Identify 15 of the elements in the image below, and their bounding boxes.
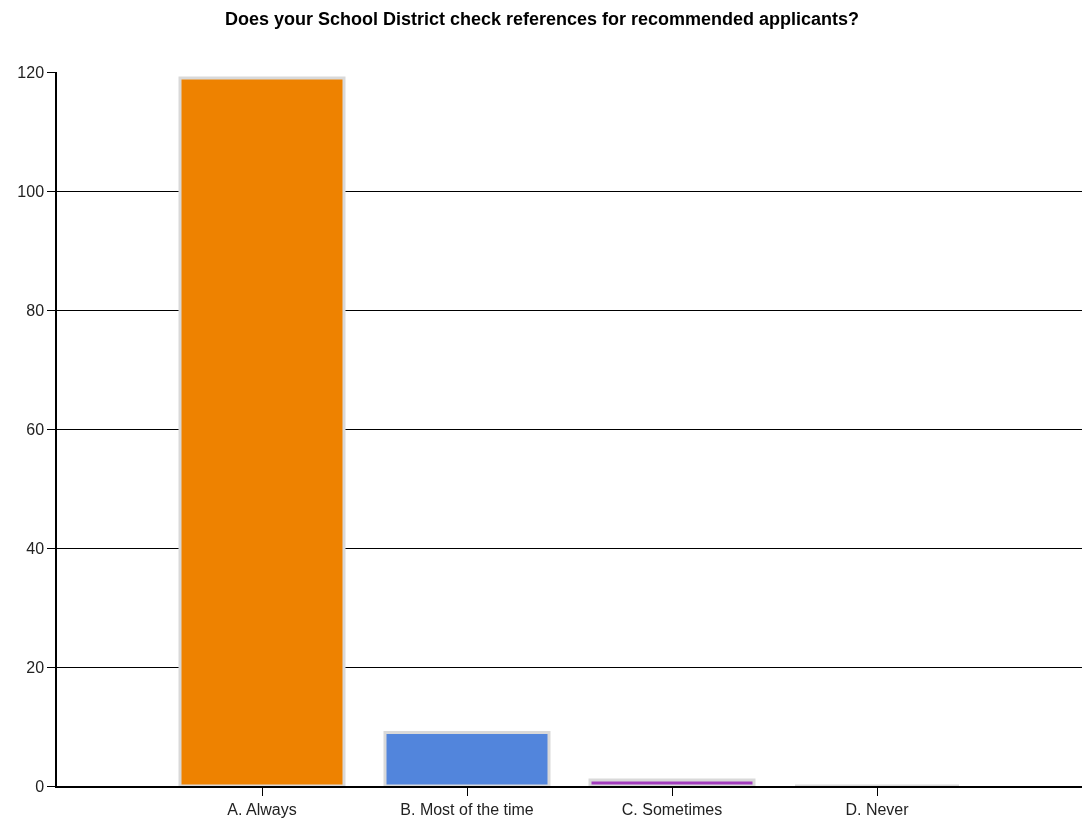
y-tick-label: 80 (26, 301, 45, 319)
chart-title: Does your School District check references for recommended applicants? (224, 8, 860, 29)
x-tick-label: C. Sometimes (621, 800, 723, 818)
x-tick-label: B. Most of the time (400, 800, 534, 818)
x-tick-label: D. Never (845, 800, 910, 818)
x-tick-label: A. Always (227, 800, 297, 818)
y-tick-label: 120 (17, 63, 45, 81)
y-tick-label: 100 (17, 182, 45, 200)
bar (383, 730, 551, 786)
bar (178, 76, 346, 786)
y-tick-label: 20 (26, 658, 45, 676)
y-tick-label: 0 (35, 777, 45, 795)
bar (588, 778, 756, 786)
y-tick-label: 60 (26, 420, 45, 438)
y-tick-label: 40 (26, 539, 45, 557)
